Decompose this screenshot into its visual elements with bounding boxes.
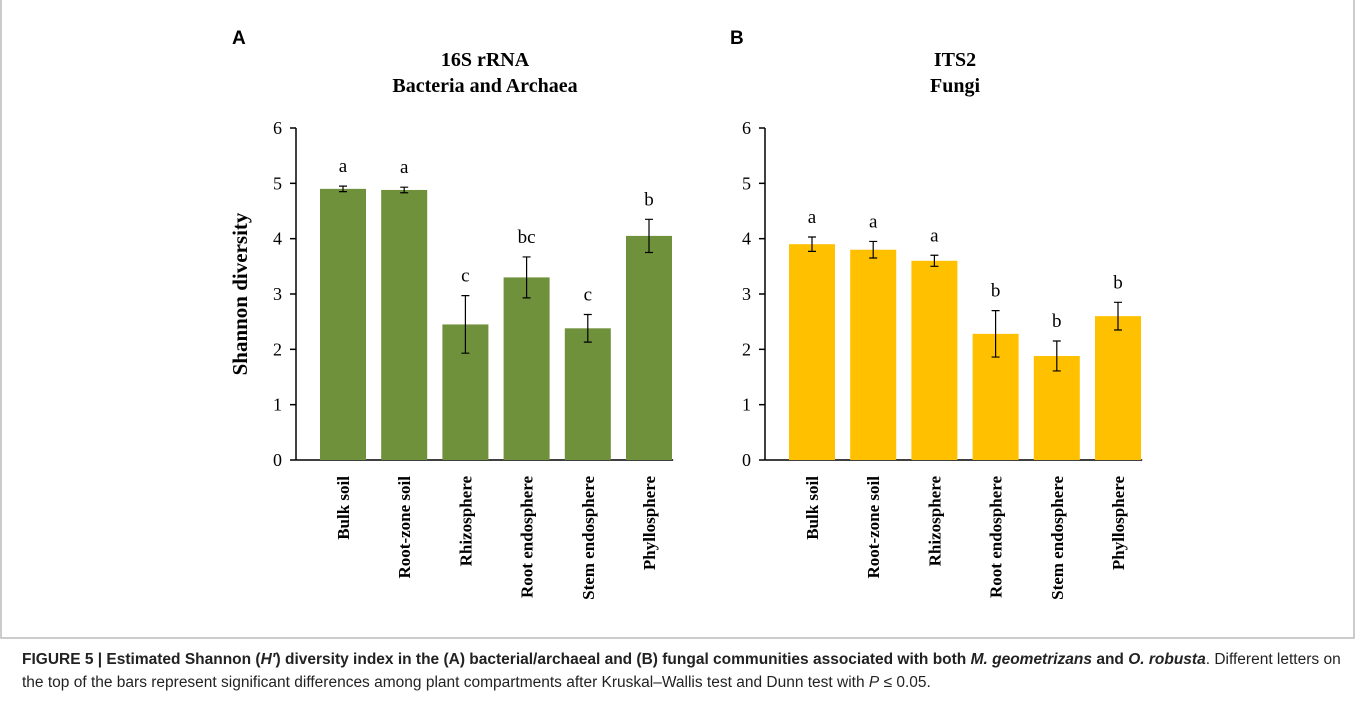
- y-tick-label: 4: [742, 229, 751, 249]
- significance-letter: a: [930, 225, 939, 246]
- error-bar: [991, 310, 1000, 358]
- y-tick-label: 1: [273, 395, 282, 415]
- caption-segment: FIGURE 5 | Estimated Shannon (: [22, 651, 261, 668]
- caption-segment: M. geometrizans: [970, 651, 1093, 668]
- significance-letter: b: [1113, 272, 1123, 293]
- y-axis-label: Shannon diversity: [228, 212, 252, 375]
- y-tick-label: 5: [273, 173, 282, 193]
- y-tick-label: 0: [273, 450, 282, 470]
- significance-letter: a: [339, 156, 348, 177]
- caption-segment: H′: [260, 651, 276, 668]
- bar: [381, 189, 428, 460]
- y-tick-label: 6: [273, 118, 282, 138]
- bar: [1033, 355, 1080, 460]
- bar: [626, 235, 672, 460]
- x-tick-label: Stem endosphere: [579, 476, 598, 600]
- x-tick-label: Stem endosphere: [1048, 476, 1067, 600]
- caption-segment: P: [868, 674, 880, 691]
- panel-label: B: [730, 28, 744, 49]
- chart-title: 16S rRNA: [441, 49, 530, 71]
- bar: [564, 328, 611, 460]
- bar: [911, 260, 958, 460]
- error-bar: [930, 254, 939, 267]
- bar: [503, 277, 550, 460]
- caption-segment: ≤ 0.05.: [879, 674, 931, 691]
- y-tick-label: 4: [273, 229, 282, 249]
- bar: [320, 188, 366, 460]
- significance-letter: a: [869, 211, 878, 232]
- y-tick-label: 5: [742, 173, 751, 193]
- y-tick-label: 2: [273, 339, 282, 359]
- chart-subtitle: Bacteria and Archaea: [392, 75, 577, 97]
- error-bar: [869, 240, 878, 259]
- error-bar: [645, 218, 653, 254]
- bar: [1095, 316, 1141, 460]
- x-tick-label: Root endosphere: [518, 476, 537, 598]
- bar: [789, 244, 835, 460]
- significance-letter: a: [400, 157, 409, 178]
- x-tick-label: Bulk soil: [803, 476, 822, 540]
- chart-title: ITS2: [934, 49, 976, 71]
- chart-subtitle: Fungi: [930, 75, 980, 97]
- error-bar: [1114, 301, 1122, 331]
- y-tick-label: 3: [742, 284, 751, 304]
- significance-letter: bc: [518, 227, 536, 248]
- significance-letter: c: [461, 266, 469, 287]
- error-bar: [339, 185, 347, 193]
- y-tick-label: 3: [273, 284, 282, 304]
- x-tick-label: Root endosphere: [987, 476, 1006, 598]
- error-bar: [1052, 340, 1061, 372]
- x-tick-label: Root-zone soil: [395, 476, 414, 579]
- x-tick-label: Root-zone soil: [864, 476, 883, 579]
- x-tick-label: Rhizosphere: [925, 476, 944, 567]
- error-bar: [400, 186, 409, 194]
- y-tick-label: 2: [742, 339, 751, 359]
- x-tick-label: Phyllosphere: [1109, 476, 1128, 571]
- panel-label: A: [232, 28, 246, 49]
- significance-letter: a: [808, 207, 817, 228]
- y-tick-label: 6: [742, 118, 751, 138]
- caption: FIGURE 5 | Estimated Shannon (H′) divers…: [22, 648, 1342, 694]
- caption-segment: ) diversity index in the (A) bacterial/a…: [275, 651, 971, 668]
- x-tick-label: Rhizosphere: [456, 476, 475, 567]
- significance-letter: b: [644, 189, 654, 210]
- error-bar: [522, 256, 531, 299]
- significance-letter: b: [991, 281, 1001, 302]
- significance-letter: c: [584, 284, 592, 305]
- x-tick-label: Phyllosphere: [640, 476, 659, 571]
- y-tick-label: 0: [742, 450, 751, 470]
- error-bar: [461, 295, 470, 354]
- error-bar: [583, 313, 592, 343]
- significance-letter: b: [1052, 311, 1062, 332]
- y-tick-label: 1: [742, 395, 751, 415]
- caption-segment: O. robusta: [1128, 651, 1206, 668]
- x-tick-label: Bulk soil: [334, 476, 353, 540]
- bar: [850, 249, 897, 460]
- caption-segment: and: [1092, 651, 1129, 668]
- caption-segment: . Different letters on the top of the ba…: [22, 651, 1341, 691]
- error-bar: [808, 236, 816, 252]
- figure-frame: [0, 0, 1355, 639]
